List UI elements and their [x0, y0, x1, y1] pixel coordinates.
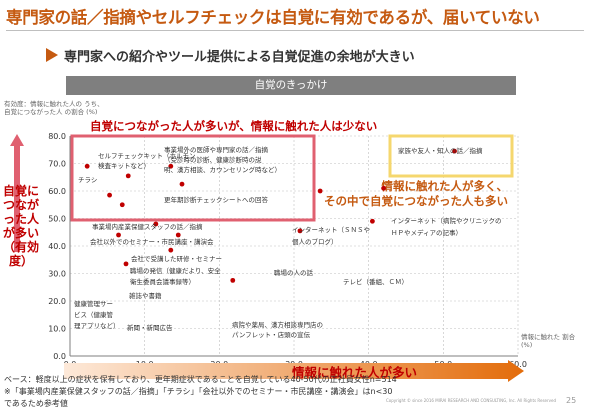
x-axis-unit: (%)	[521, 341, 533, 349]
subtitle-arrow-icon	[46, 48, 58, 62]
scatter-point	[175, 232, 181, 238]
y-tick-label: 30.0	[48, 270, 66, 279]
y-tick-label: 20.0	[48, 297, 66, 306]
scatter-point	[153, 221, 159, 227]
point-label: 事業場外の医師や専門家の話／指摘	[164, 145, 269, 154]
y-tick-label: 70.0	[48, 160, 66, 169]
y-axis-unit: (%)	[86, 108, 98, 116]
point-label: セルフチェックキット（ホルモン	[98, 152, 196, 160]
point-label: 雑誌や書籍	[129, 291, 162, 300]
page-subtitle: 専門家への紹介やツール提供による自覚促進の余地が大きい	[64, 50, 415, 65]
scatter-point	[119, 202, 125, 208]
scatter-point	[107, 192, 112, 198]
y-tick-label: 40.0	[48, 242, 66, 251]
point-label: 理アプリなど）	[74, 322, 120, 330]
point-label: インターネット（ＳＮＳや	[292, 225, 370, 234]
scatter-point	[230, 277, 236, 283]
point-label: ビス（健康管	[74, 310, 114, 319]
vertical-arrow-icon	[10, 134, 24, 252]
point-label: チラシ	[78, 176, 97, 184]
x-tick-label: 60.0	[509, 360, 527, 369]
point-label: 個人のブログ）	[292, 237, 338, 246]
point-label: インターネット（病院やクリニックの	[391, 216, 502, 225]
scatter-point	[168, 247, 174, 253]
point-label: 検査キットなど）	[98, 161, 150, 170]
y-tick-label: 10.0	[48, 325, 66, 334]
y-axis-note: 有効度：情報に触れた人の うち、自覚につながった人 の割合 (%)	[4, 100, 104, 116]
point-label: 更年期診断チェックシートへの回答	[164, 195, 269, 204]
chart-callout-boxes: 自覚につながった人が多いが、情報に触れた人は少ない情報に触れた人が多く、その中で…	[70, 119, 514, 222]
point-label: 衛生委員会議事録等）	[130, 277, 195, 286]
copyright: Copyright © since 2016 MIRAI RESEARCH AN…	[386, 398, 557, 403]
scatter-point	[452, 148, 457, 154]
point-label: テレビ（番組、ＣＭ）	[343, 277, 408, 286]
point-label: 健康管理サー	[74, 299, 113, 308]
red-callout-box	[70, 134, 316, 222]
horizontal-arrow-icon	[64, 360, 524, 382]
footnote-note: ※「事業場内産業保健スタッフの話／指摘」「チラシ」「会社以外でのセミナー・市民講…	[4, 387, 393, 396]
title-divider	[6, 30, 584, 31]
point-label: 新聞・新聞広告	[127, 323, 173, 332]
point-label: 明、漢方相談、カウンセリング時など）	[164, 165, 281, 174]
footnote-base: ベース：軽度以上の症状を保有しており、更年期症状であることを自覚している40-5…	[4, 375, 397, 384]
point-label: 職場の人の話	[274, 268, 314, 277]
scatter-point	[125, 173, 131, 179]
x-axis-note-text: 情報に触れた 割合	[521, 333, 576, 341]
scatter-point	[370, 218, 375, 224]
point-label: パンフレット・店頭の宣伝	[232, 330, 311, 339]
point-label: 家族や友人・知人の話／指摘	[398, 146, 483, 155]
point-label: 職場の発信（健康だより、安全	[130, 266, 221, 275]
y-tick-label: 0.0	[53, 352, 66, 361]
point-label: 事業場内産業保健スタッフの話／指摘	[92, 222, 203, 231]
scatter-point	[381, 185, 386, 191]
point-label: 会社以外でのセミナー・市民講座・講演会	[90, 237, 214, 246]
yellow-callout-text: 情報に触れた人が多く、	[381, 179, 509, 193]
scatter-point	[179, 181, 185, 187]
yellow-callout-text: その中で自覚につながった人も多い	[324, 194, 508, 208]
scatter-point	[168, 163, 174, 169]
footnote-note-cont: であるため参考値	[4, 399, 68, 408]
vertical-callout: 自覚につながった人が多い（有効度）	[2, 184, 39, 268]
y-axis-note-text: 有効度：情報に触れた人の うち、自覚につながった人 の割合	[4, 100, 104, 116]
scatter-point	[297, 228, 303, 234]
page-number: 25	[566, 396, 577, 405]
point-label: 会社で受講した研修・セミナー	[131, 254, 222, 263]
x-axis-note: 情報に触れた 割合 (%)	[521, 333, 581, 349]
point-label: （受診時の診断、健康診断時の説	[164, 155, 262, 164]
chart-points	[84, 148, 457, 283]
scatter-point	[84, 163, 90, 169]
point-label: ＨＰやメディアの記事）	[391, 228, 462, 237]
point-label: 病院や薬局、漢方相談専門店の	[232, 320, 323, 329]
scatter-point	[317, 188, 323, 194]
y-tick-label: 50.0	[48, 215, 66, 224]
y-tick-label: 60.0	[48, 187, 66, 196]
horizontal-callout: 情報に触れた人が多い	[292, 365, 418, 380]
yellow-callout-box	[388, 134, 514, 178]
red-callout-text: 自覚につながった人が多いが、情報に触れた人は少ない	[90, 119, 377, 133]
scatter-point	[123, 261, 129, 267]
scatter-point	[116, 232, 121, 238]
page-title: 専門家の話／指摘やセルフチェックは自覚に有効であるが、届いていない	[6, 8, 540, 27]
y-tick-label: 80.0	[48, 132, 66, 141]
chart-banner: 自覚のきっかけ	[66, 76, 516, 95]
